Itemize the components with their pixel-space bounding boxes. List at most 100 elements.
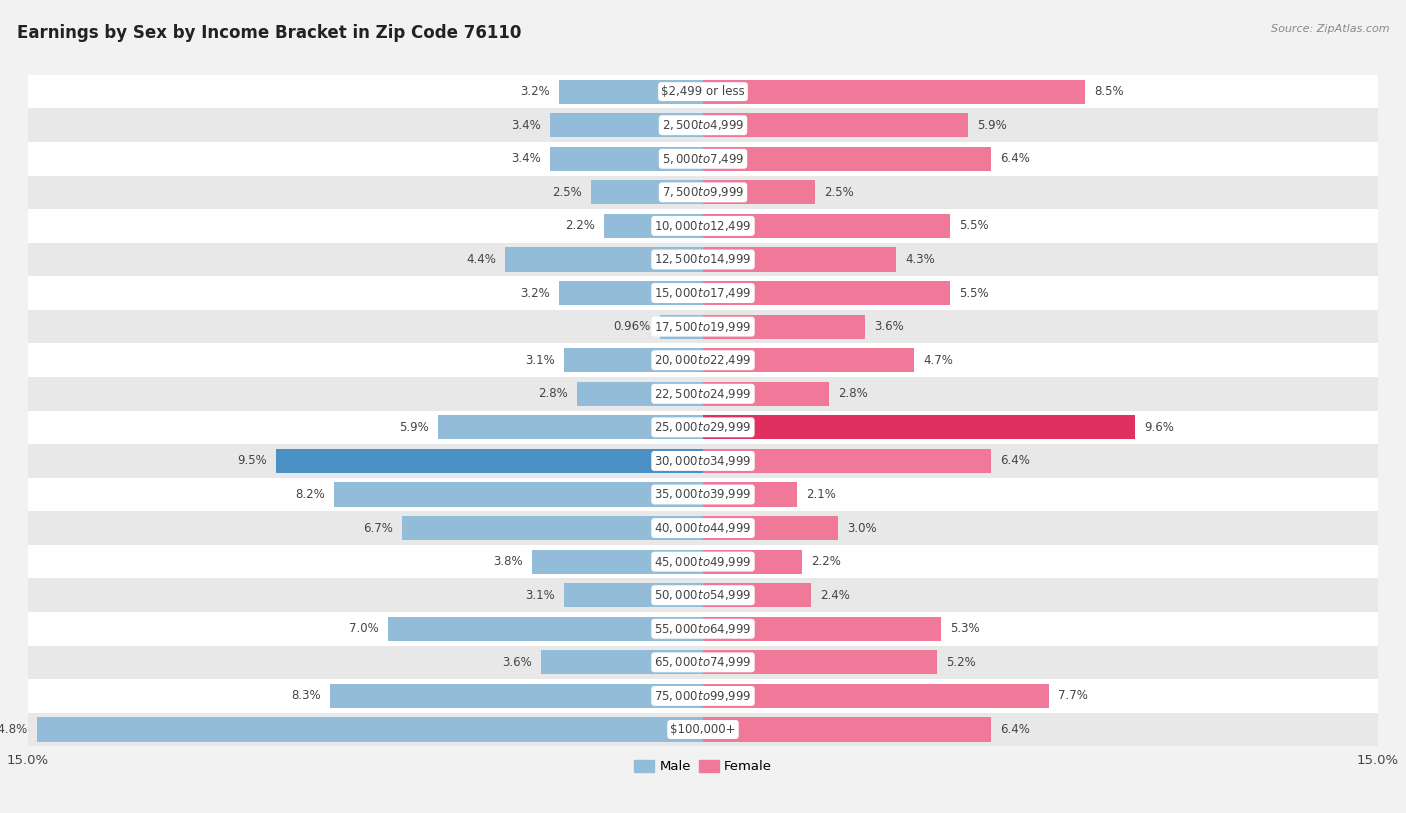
Text: 5.9%: 5.9%	[977, 119, 1007, 132]
Text: $40,000 to $44,999: $40,000 to $44,999	[654, 521, 752, 535]
Bar	[505, 247, 703, 272]
Text: $35,000 to $39,999: $35,000 to $39,999	[654, 488, 752, 502]
Bar	[329, 684, 703, 708]
Bar	[28, 142, 1378, 176]
Bar	[28, 511, 1378, 545]
Bar	[28, 646, 1378, 679]
Bar	[388, 617, 703, 641]
Bar	[28, 75, 1378, 108]
Bar	[703, 80, 1085, 104]
Text: $65,000 to $74,999: $65,000 to $74,999	[654, 655, 752, 669]
Text: $2,500 to $4,999: $2,500 to $4,999	[662, 118, 744, 133]
Text: 6.4%: 6.4%	[1000, 723, 1029, 736]
Text: 9.6%: 9.6%	[1144, 421, 1174, 434]
Bar	[28, 478, 1378, 511]
Text: 4.4%: 4.4%	[467, 253, 496, 266]
Text: 14.8%: 14.8%	[0, 723, 28, 736]
Bar	[28, 612, 1378, 646]
Bar	[703, 113, 969, 137]
Text: 7.7%: 7.7%	[1059, 689, 1088, 702]
Text: 3.4%: 3.4%	[512, 152, 541, 165]
Text: 3.0%: 3.0%	[846, 522, 876, 535]
Text: 8.3%: 8.3%	[291, 689, 321, 702]
Text: Earnings by Sex by Income Bracket in Zip Code 76110: Earnings by Sex by Income Bracket in Zip…	[17, 24, 522, 42]
Legend: Male, Female: Male, Female	[628, 754, 778, 779]
Bar	[703, 180, 815, 204]
Bar	[28, 411, 1378, 444]
Text: 0.96%: 0.96%	[613, 320, 651, 333]
Text: $10,000 to $12,499: $10,000 to $12,499	[654, 219, 752, 233]
Bar	[28, 108, 1378, 142]
Text: 2.1%: 2.1%	[807, 488, 837, 501]
Text: 2.8%: 2.8%	[838, 387, 868, 400]
Text: 2.2%: 2.2%	[565, 220, 595, 233]
Bar	[703, 381, 830, 406]
Bar	[37, 717, 703, 741]
Bar	[531, 550, 703, 574]
Text: 3.4%: 3.4%	[512, 119, 541, 132]
Bar	[564, 348, 703, 372]
Bar	[28, 243, 1378, 276]
Bar	[550, 113, 703, 137]
Text: 5.2%: 5.2%	[946, 656, 976, 669]
Text: 7.0%: 7.0%	[349, 622, 380, 635]
Text: 4.3%: 4.3%	[905, 253, 935, 266]
Text: 5.3%: 5.3%	[950, 622, 980, 635]
Bar	[28, 176, 1378, 209]
Text: 2.5%: 2.5%	[824, 186, 855, 199]
Text: 4.7%: 4.7%	[924, 354, 953, 367]
Text: $15,000 to $17,499: $15,000 to $17,499	[654, 286, 752, 300]
Text: 3.2%: 3.2%	[520, 85, 550, 98]
Bar	[28, 377, 1378, 411]
Bar	[28, 713, 1378, 746]
Text: 3.1%: 3.1%	[524, 589, 554, 602]
Text: 5.5%: 5.5%	[959, 220, 988, 233]
Text: $12,500 to $14,999: $12,500 to $14,999	[654, 253, 752, 267]
Bar	[703, 516, 838, 540]
Text: $55,000 to $64,999: $55,000 to $64,999	[654, 622, 752, 636]
Text: 2.8%: 2.8%	[538, 387, 568, 400]
Bar	[28, 444, 1378, 478]
Bar	[703, 717, 991, 741]
Bar	[276, 449, 703, 473]
Bar	[28, 310, 1378, 343]
Text: Source: ZipAtlas.com: Source: ZipAtlas.com	[1271, 24, 1389, 34]
Text: $75,000 to $99,999: $75,000 to $99,999	[654, 689, 752, 703]
Text: $2,499 or less: $2,499 or less	[661, 85, 745, 98]
Text: 2.4%: 2.4%	[820, 589, 849, 602]
Text: 3.1%: 3.1%	[524, 354, 554, 367]
Text: 2.2%: 2.2%	[811, 555, 841, 568]
Bar	[703, 650, 936, 675]
Bar	[28, 209, 1378, 243]
Text: 8.2%: 8.2%	[295, 488, 325, 501]
Bar	[605, 214, 703, 238]
Text: 6.4%: 6.4%	[1000, 152, 1029, 165]
Text: $17,500 to $19,999: $17,500 to $19,999	[654, 320, 752, 333]
Bar	[703, 617, 942, 641]
Bar	[28, 343, 1378, 377]
Bar	[28, 578, 1378, 612]
Bar	[437, 415, 703, 440]
Text: 2.5%: 2.5%	[551, 186, 582, 199]
Bar	[550, 146, 703, 171]
Bar	[560, 281, 703, 305]
Bar	[28, 276, 1378, 310]
Text: 5.5%: 5.5%	[959, 286, 988, 299]
Text: 8.5%: 8.5%	[1094, 85, 1123, 98]
Text: 3.6%: 3.6%	[875, 320, 904, 333]
Bar	[703, 449, 991, 473]
Bar	[703, 684, 1049, 708]
Text: 6.7%: 6.7%	[363, 522, 392, 535]
Text: $20,000 to $22,499: $20,000 to $22,499	[654, 353, 752, 367]
Bar	[576, 381, 703, 406]
Bar	[591, 180, 703, 204]
Bar	[659, 315, 703, 339]
Bar	[28, 679, 1378, 713]
Text: 3.8%: 3.8%	[494, 555, 523, 568]
Text: 6.4%: 6.4%	[1000, 454, 1029, 467]
Bar	[703, 482, 797, 506]
Text: $30,000 to $34,999: $30,000 to $34,999	[654, 454, 752, 468]
Text: $22,500 to $24,999: $22,500 to $24,999	[654, 387, 752, 401]
Bar	[335, 482, 703, 506]
Bar	[703, 146, 991, 171]
